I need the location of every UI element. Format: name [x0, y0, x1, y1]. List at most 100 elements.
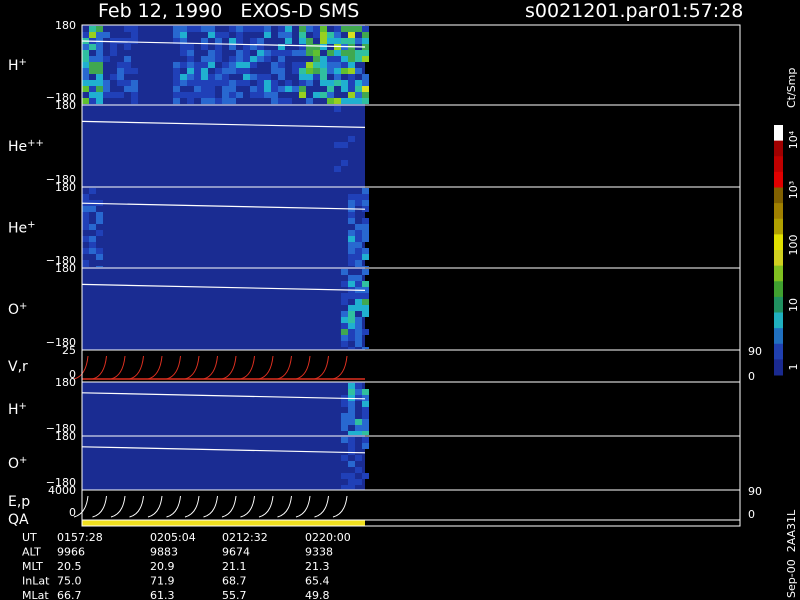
spectrogram-cell — [103, 56, 110, 62]
spectrogram-cell — [117, 68, 124, 74]
spectrogram-cell — [250, 44, 257, 50]
spectrogram-cell — [236, 26, 243, 32]
qa-label: QA — [8, 512, 29, 528]
spectrogram-cell — [89, 56, 96, 62]
y2-tick-label: 0 — [748, 508, 755, 521]
spectrogram-cell — [355, 86, 362, 92]
sweep-curve — [147, 355, 163, 380]
panel-charge: + — [27, 219, 35, 230]
spectrogram-cell — [82, 86, 89, 92]
spectrogram-cell — [341, 86, 348, 92]
spectrogram-cell — [264, 56, 271, 62]
spectrogram-cell — [348, 260, 355, 266]
pitch-trace — [81, 40, 366, 48]
spectrogram-cell — [362, 425, 369, 431]
spectrogram-cell — [348, 401, 355, 407]
y-tick-label: 180 — [55, 99, 76, 112]
spectrogram-cell — [124, 38, 131, 44]
spectrogram-cell — [96, 80, 103, 86]
spectrogram-cell — [348, 293, 355, 299]
sweep-curve — [184, 495, 200, 518]
spectrogram-cell — [208, 32, 215, 38]
spectrogram-cell — [355, 230, 362, 236]
spectrogram-cell — [341, 317, 348, 323]
spectrogram-cell — [313, 68, 320, 74]
spectrogram-cell — [215, 56, 222, 62]
spectrogram-cell — [194, 80, 201, 86]
spectrogram-cell — [306, 74, 313, 80]
spectrogram-cell — [110, 44, 117, 50]
sweep-curve — [240, 495, 255, 518]
spectrogram-cell — [341, 68, 348, 74]
row-label: ALT — [22, 546, 41, 559]
spectrogram-cell — [348, 317, 355, 323]
spectrogram-cell — [348, 74, 355, 80]
row-value: 65.4 — [305, 575, 330, 588]
spectrogram-cell — [103, 32, 110, 38]
colorbar-cell — [774, 281, 783, 298]
colorbar-cell — [774, 203, 783, 220]
spectrogram-cell — [180, 38, 187, 44]
spectrogram-cell — [362, 401, 369, 407]
spectrogram-cell — [243, 62, 250, 68]
spectrogram-cell — [362, 266, 369, 267]
spectrogram-cell — [257, 38, 264, 44]
spectrogram-cell — [89, 68, 96, 74]
spectrogram-cell — [327, 50, 334, 56]
spectrogram-cell — [264, 26, 271, 32]
spectrogram-cell — [313, 92, 320, 98]
spectrogram-cell — [173, 32, 180, 38]
spectrogram-cell — [173, 80, 180, 86]
spectrogram-bg — [82, 268, 365, 350]
spectrogram-cell — [285, 32, 292, 38]
spectrogram-cell — [320, 26, 327, 32]
file-name: s0021201.par — [525, 0, 657, 22]
spectrogram-cell — [355, 431, 362, 435]
colorbar-label: 1 — [787, 364, 800, 371]
spectrogram-cell — [355, 248, 362, 254]
spectrogram-cell — [89, 206, 96, 212]
row-value: 55.7 — [222, 589, 247, 600]
row-value: 68.7 — [222, 575, 247, 588]
spectrogram-cell — [355, 317, 362, 323]
spectrogram-cell — [264, 80, 271, 86]
spectrogram-cell — [236, 56, 243, 62]
row-value: 20.9 — [150, 560, 175, 573]
spectrogram-cell — [355, 236, 362, 242]
spectrogram-cell — [355, 395, 362, 401]
spectrogram-cell — [355, 26, 362, 32]
spectrogram-cell — [236, 50, 243, 56]
spectrogram-cell — [341, 335, 348, 341]
row-label: InLat — [22, 575, 50, 588]
y-tick-label: −180 — [46, 476, 76, 489]
spectrogram-cell — [348, 485, 355, 489]
spectrogram-cell — [299, 50, 306, 56]
spectrogram-cell — [306, 50, 313, 56]
spectrogram-cell — [82, 194, 89, 200]
colorbar-label: 10⁴ — [787, 130, 800, 149]
spectrogram-cell — [194, 92, 201, 98]
spectrogram-cell — [348, 473, 355, 479]
colorbar-cell — [774, 156, 783, 173]
spectrogram-cell — [348, 98, 355, 104]
spectrogram-cell — [341, 485, 348, 489]
spectrogram-cell — [348, 329, 355, 335]
spectrogram-cell — [362, 437, 369, 443]
spectrogram-cell — [229, 62, 236, 68]
spectrogram-cell — [327, 80, 334, 86]
spectrogram-cell — [103, 92, 110, 98]
spectrogram-cell — [208, 26, 215, 32]
spectrogram-cell — [96, 248, 103, 254]
sweep-curve — [166, 355, 181, 380]
sweep-curve — [295, 355, 311, 380]
spectrogram-cell — [131, 38, 138, 44]
spectrogram-cell — [313, 62, 320, 68]
spectrogram-cell — [82, 260, 89, 266]
spectrogram-cell — [131, 98, 138, 104]
spectrogram-cell — [82, 212, 89, 218]
spectrogram-cell — [173, 26, 180, 32]
spectrogram-cell — [348, 419, 355, 425]
spectrogram-cell — [306, 68, 313, 74]
spectrogram-cell — [278, 74, 285, 80]
spectrogram-cell — [173, 62, 180, 68]
